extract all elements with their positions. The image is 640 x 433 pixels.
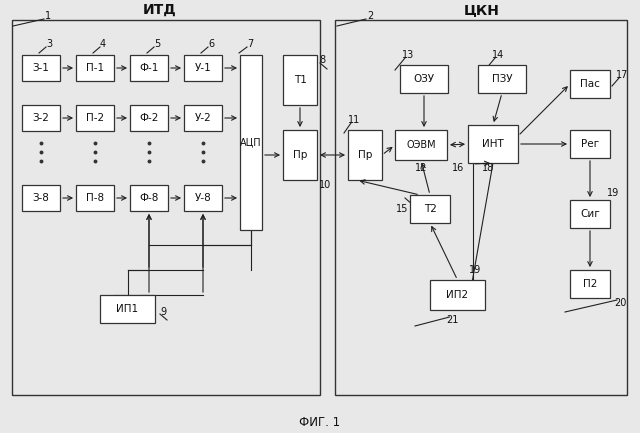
Text: П-2: П-2: [86, 113, 104, 123]
Bar: [76, 105, 114, 131]
Text: 12: 12: [415, 163, 427, 173]
Text: 16: 16: [452, 163, 464, 173]
Bar: [130, 105, 168, 131]
Text: ОЭВМ: ОЭВМ: [406, 140, 436, 150]
Text: З-1: З-1: [33, 63, 49, 73]
Bar: [395, 130, 447, 160]
Text: Пр: Пр: [358, 150, 372, 160]
Bar: [12, 20, 320, 395]
Text: Т2: Т2: [424, 204, 436, 214]
Bar: [400, 65, 448, 93]
Bar: [283, 130, 317, 180]
Bar: [184, 105, 222, 131]
Bar: [335, 20, 627, 395]
Bar: [570, 130, 610, 158]
Text: ИНТ: ИНТ: [482, 139, 504, 149]
Text: У-2: У-2: [195, 113, 211, 123]
Text: 13: 13: [402, 50, 414, 60]
Text: 19: 19: [607, 188, 619, 198]
Text: ЦКН: ЦКН: [464, 3, 500, 17]
Text: ПЗУ: ПЗУ: [492, 74, 512, 84]
Text: Ф-8: Ф-8: [140, 193, 159, 203]
Text: ИТД: ИТД: [143, 3, 177, 17]
Text: Рег: Рег: [581, 139, 599, 149]
Text: 19: 19: [469, 265, 482, 275]
Text: 7: 7: [247, 39, 253, 49]
Text: ФИГ. 1: ФИГ. 1: [300, 416, 340, 429]
Text: 5: 5: [154, 39, 160, 49]
Text: ОЗУ: ОЗУ: [413, 74, 435, 84]
Bar: [76, 185, 114, 211]
Bar: [184, 185, 222, 211]
Text: П-8: П-8: [86, 193, 104, 203]
Text: 18: 18: [482, 163, 494, 173]
Bar: [100, 295, 155, 323]
Text: 20: 20: [614, 298, 626, 308]
Text: 3: 3: [46, 39, 52, 49]
Text: 2: 2: [367, 11, 373, 21]
Text: 6: 6: [208, 39, 214, 49]
Text: У-1: У-1: [195, 63, 211, 73]
Bar: [430, 280, 485, 310]
Bar: [570, 200, 610, 228]
Text: ИП2: ИП2: [447, 290, 468, 300]
Text: 17: 17: [616, 70, 628, 80]
Text: Т1: Т1: [294, 75, 307, 85]
Text: 8: 8: [319, 55, 325, 65]
Text: Пр: Пр: [293, 150, 307, 160]
Bar: [130, 55, 168, 81]
Bar: [410, 195, 450, 223]
Text: П2: П2: [583, 279, 597, 289]
Text: 14: 14: [492, 50, 504, 60]
Bar: [184, 55, 222, 81]
Text: 15: 15: [396, 204, 408, 214]
Bar: [130, 185, 168, 211]
Text: П-1: П-1: [86, 63, 104, 73]
Text: 21: 21: [446, 315, 459, 325]
Text: У-8: У-8: [195, 193, 211, 203]
Text: АЦП: АЦП: [240, 138, 262, 148]
Text: Сиг: Сиг: [580, 209, 600, 219]
Bar: [240, 55, 262, 230]
Bar: [348, 130, 382, 180]
Text: 10: 10: [319, 180, 331, 190]
Bar: [283, 55, 317, 105]
Text: З-2: З-2: [33, 113, 49, 123]
Bar: [22, 185, 60, 211]
Bar: [478, 65, 526, 93]
Bar: [76, 55, 114, 81]
Text: З-8: З-8: [33, 193, 49, 203]
Text: Пас: Пас: [580, 79, 600, 89]
Bar: [570, 70, 610, 98]
Bar: [22, 105, 60, 131]
Text: 1: 1: [45, 11, 51, 21]
Text: Ф-1: Ф-1: [140, 63, 159, 73]
Bar: [570, 270, 610, 298]
Text: 11: 11: [348, 115, 360, 125]
Text: 9: 9: [160, 307, 166, 317]
Bar: [22, 55, 60, 81]
Text: Ф-2: Ф-2: [140, 113, 159, 123]
Text: ИП1: ИП1: [116, 304, 139, 314]
Text: 4: 4: [100, 39, 106, 49]
Bar: [468, 125, 518, 163]
